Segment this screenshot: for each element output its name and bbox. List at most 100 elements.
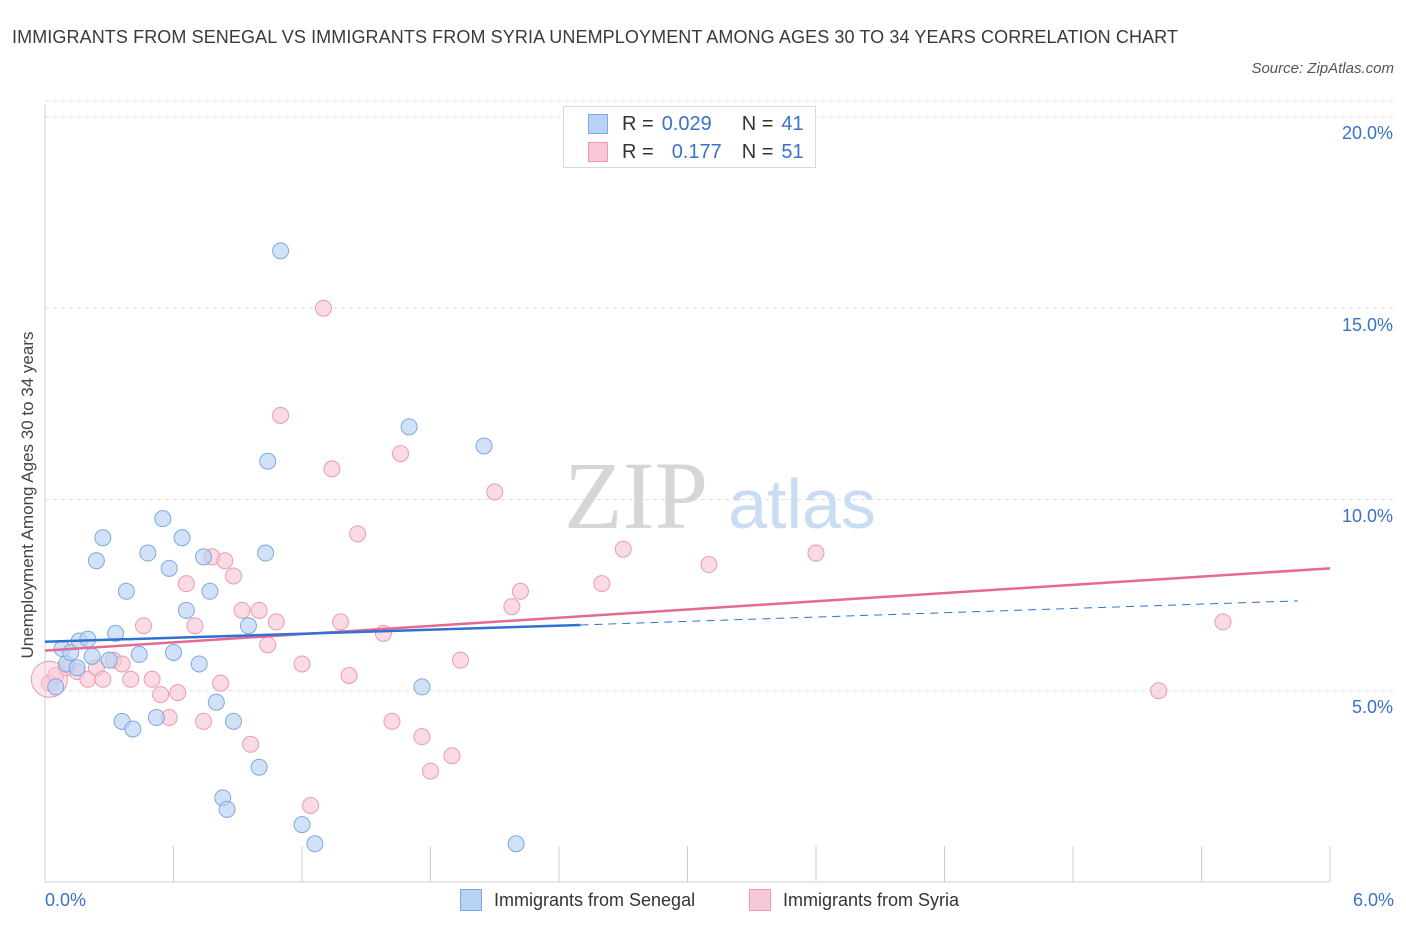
y-tick-15: 15.0% [1341,315,1393,335]
syria-point [212,674,230,692]
bottom-senegal-swatch [460,889,482,911]
syria-point [152,686,170,704]
syria-point [267,613,285,631]
legend-senegal-n-label: N = [741,112,774,135]
syria-point [293,655,311,673]
senegal-point [194,548,212,566]
syria-point [332,613,350,631]
syria-point [443,747,461,765]
syria-point [323,460,341,478]
syria-point [422,762,439,780]
grid-lines [45,100,1395,692]
senegal-point [207,693,225,711]
syria-point [233,601,251,619]
senegal-point [257,544,275,562]
senegal-point [250,758,268,776]
x-tick-min: 0.0% [45,890,87,910]
syria-point [186,617,204,635]
watermark-atlas: atlas [728,465,876,543]
trend-lines [44,567,1331,652]
syria-point [1150,682,1168,700]
senegal-point [201,582,219,600]
y-tick-10: 10.0% [1341,506,1393,526]
syria-point [122,670,140,688]
syria-point [177,575,195,593]
senegal-point [107,624,125,642]
syria-point [392,445,410,463]
senegal-point [177,601,195,619]
senegal-trend-extension [580,600,1298,626]
senegal-point [47,678,65,696]
syria-point [250,601,268,619]
x-tick-max: 6.0% [1352,890,1394,910]
bottom-syria-label: Immigrants from Syria [783,889,960,910]
series-senegal [47,242,525,853]
bottom-senegal-label: Immigrants from Senegal [494,889,696,910]
senegal-point [83,647,101,665]
legend-row-syria: R = 0.177 N = 51 [588,139,804,165]
syria-point [349,525,367,543]
syria-point [451,651,469,669]
syria-point [593,575,611,593]
correlation-legend: R = 0.029 N = 41 R = 0.177 N = 51 [563,106,816,168]
senegal-point [68,659,86,677]
axes [44,105,1331,883]
legend-senegal-r-value: 0.029 [661,112,712,135]
syria-point [807,544,825,562]
syria-point [503,598,521,616]
senegal-point [218,800,236,818]
senegal-point [117,582,135,600]
y-tick-20: 20.0% [1341,123,1393,143]
syria-point [135,617,153,635]
senegal-swatch [588,114,608,134]
syria-point [511,582,529,600]
syria-point [272,406,290,424]
legend-row-senegal: R = 0.029 N = 41 [588,111,804,137]
syria-point [94,670,112,688]
syria-point [486,483,504,501]
syria-point [302,797,320,814]
senegal-point [306,835,324,853]
syria-point [169,684,187,702]
legend-syria-r-label: R = [622,140,654,163]
senegal-point [507,835,525,853]
syria-point [700,556,718,574]
senegal-point [224,712,242,730]
legend-syria-n-label: N = [741,140,774,163]
syria-point [242,735,260,753]
senegal-point [165,644,182,661]
senegal-point [147,709,165,727]
legend-syria-r-value: 0.177 [671,140,722,163]
senegal-point [190,655,208,673]
syria-point [340,666,358,684]
watermark: ZIP atlas [564,442,876,549]
bottom-legend-senegal: Immigrants from Senegal [460,889,695,911]
syria-trend-line [44,567,1331,652]
senegal-point [173,529,191,547]
senegal-point [160,559,178,577]
chart-title: IMMIGRANTS FROM SENEGAL VS IMMIGRANTS FR… [12,27,1179,47]
syria-point [143,670,161,688]
senegal-point [475,437,493,455]
bottom-syria-swatch [749,889,771,911]
senegal-point [259,452,277,470]
source-label: Source: ZipAtlas.com [1251,60,1394,77]
senegal-point [124,720,142,738]
senegal-trend-line [44,623,581,644]
legend-senegal-r-label: R = [622,112,654,135]
syria-swatch [588,142,608,162]
syria-point [413,728,431,746]
syria-point [216,552,234,570]
syria-point [314,299,332,317]
senegal-point [400,418,418,436]
senegal-point [87,552,105,570]
senegal-point [130,645,148,663]
legend-senegal-n-value: 41 [781,112,804,135]
bottom-legend-syria: Immigrants from Syria [749,889,959,911]
senegal-point [239,617,257,635]
syria-point [1214,613,1232,631]
senegal-point [272,242,290,260]
senegal-point [154,510,172,528]
senegal-point [139,544,157,562]
